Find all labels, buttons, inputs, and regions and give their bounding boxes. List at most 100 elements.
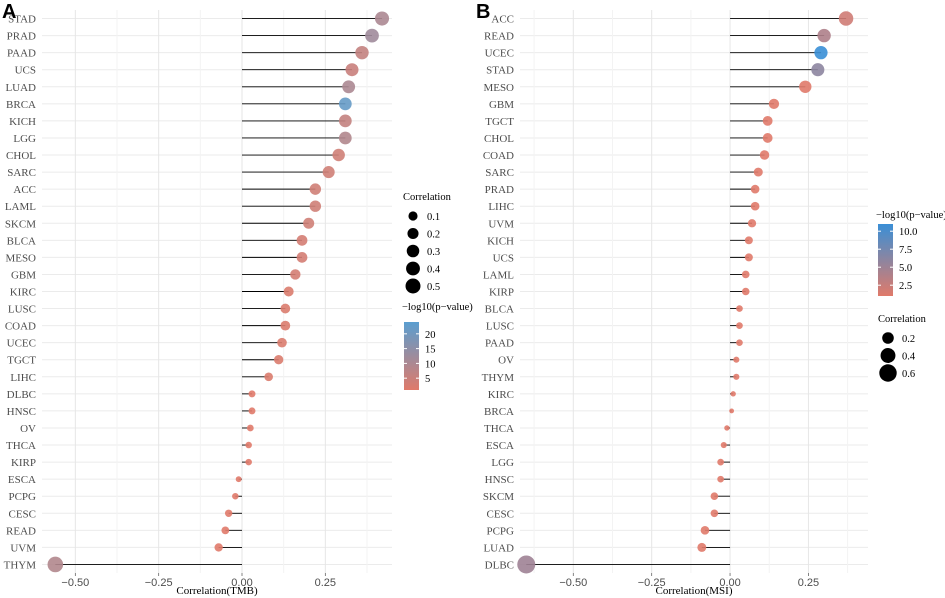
- lollipop-point-luad[interactable]: [697, 542, 707, 552]
- lollipop-point-thca[interactable]: [724, 425, 730, 431]
- lollipop-point-thym[interactable]: [47, 556, 64, 573]
- lollipop-point-gbm[interactable]: [768, 98, 780, 109]
- lollipop-point-meso[interactable]: [296, 252, 308, 263]
- color-legend-title: −log10(p−value): [876, 210, 945, 221]
- y-tick-label: ESCA: [486, 440, 514, 452]
- y-tick-label: BRCA: [484, 406, 514, 418]
- lollipop-point-kirc[interactable]: [730, 391, 736, 397]
- lollipop-point-cesc[interactable]: [710, 509, 719, 518]
- size-legend-key: [879, 364, 897, 382]
- lollipop-point-read[interactable]: [221, 526, 230, 535]
- y-tick-label: BLCA: [7, 235, 36, 247]
- y-tick-label: KIRP: [489, 287, 514, 299]
- lollipop-point-skcm[interactable]: [710, 492, 719, 501]
- lollipop-point-dlbc[interactable]: [517, 555, 536, 574]
- lollipop-point-lusc[interactable]: [280, 303, 291, 314]
- lollipop-point-brca[interactable]: [338, 97, 352, 111]
- lollipop-point-prad[interactable]: [365, 28, 379, 43]
- lollipop-point-sarc[interactable]: [753, 167, 763, 177]
- lollipop-point-skcm[interactable]: [303, 217, 315, 229]
- lollipop-point-stad[interactable]: [374, 11, 390, 26]
- lollipop-point-stad[interactable]: [811, 63, 825, 77]
- lollipop-point-laml[interactable]: [741, 270, 750, 279]
- y-tick-label: LUAD: [483, 542, 514, 554]
- size-legend-key: [882, 332, 894, 344]
- lollipop-point-kirp[interactable]: [741, 287, 750, 296]
- size-legend-key: [405, 278, 421, 294]
- y-tick-label: LIHC: [488, 201, 514, 213]
- lollipop-point-dlbc[interactable]: [248, 390, 256, 398]
- lollipop-point-sarc[interactable]: [322, 166, 335, 179]
- lollipop-point-gbm[interactable]: [290, 269, 301, 280]
- lollipop-point-ov[interactable]: [246, 424, 254, 432]
- lollipop-point-pcpg[interactable]: [700, 526, 710, 535]
- lollipop-point-brca[interactable]: [729, 408, 735, 414]
- y-tick-label: DLBC: [7, 389, 36, 401]
- lollipop-point-blca[interactable]: [296, 234, 308, 246]
- y-tick-label: GBM: [489, 99, 514, 111]
- lollipop-point-meso[interactable]: [799, 80, 812, 93]
- lollipop-point-esca[interactable]: [235, 476, 242, 483]
- x-tick-label: −0.25: [638, 577, 666, 589]
- lollipop-point-ucs[interactable]: [744, 253, 753, 262]
- lollipop-point-read[interactable]: [817, 28, 831, 43]
- lollipop-point-ov[interactable]: [733, 356, 740, 363]
- lollipop-point-hnsc[interactable]: [717, 475, 724, 483]
- lollipop-point-blca[interactable]: [736, 305, 743, 312]
- lollipop-point-acc[interactable]: [309, 183, 322, 195]
- y-tick-label: UVM: [10, 542, 36, 554]
- y-tick-label: UCS: [493, 252, 514, 264]
- y-tick-label: KICH: [487, 235, 514, 247]
- lollipop-point-pcpg[interactable]: [232, 492, 239, 500]
- lollipop-point-paad[interactable]: [355, 45, 369, 60]
- lollipop-point-chol[interactable]: [332, 148, 345, 162]
- y-tick-label: HNSC: [485, 474, 514, 486]
- y-tick-label: SKCM: [5, 218, 36, 230]
- lollipop-point-tgct[interactable]: [762, 116, 773, 126]
- lollipop-point-lusc[interactable]: [736, 322, 743, 329]
- lollipop-point-thca[interactable]: [245, 441, 252, 449]
- y-tick-label: UCS: [15, 65, 36, 77]
- lollipop-point-thym[interactable]: [733, 373, 740, 380]
- x-tick-label: 0.25: [315, 577, 336, 589]
- y-tick-label: CHOL: [484, 133, 514, 145]
- x-tick-label: 0.00: [231, 577, 252, 589]
- lollipop-point-kirp[interactable]: [245, 458, 252, 466]
- lollipop-point-ucec[interactable]: [277, 337, 287, 348]
- lollipop-point-coad[interactable]: [759, 150, 770, 160]
- y-tick-label: COAD: [5, 321, 36, 333]
- lollipop-point-acc[interactable]: [838, 11, 854, 26]
- lollipop-point-lgg[interactable]: [717, 458, 724, 466]
- y-tick-label: CHOL: [6, 150, 36, 162]
- lollipop-point-hnsc[interactable]: [248, 407, 256, 415]
- lollipop-point-coad[interactable]: [280, 320, 291, 331]
- lollipop-point-lgg[interactable]: [338, 131, 352, 145]
- size-legend: Correlation 0.2 0.4 0.6: [878, 314, 927, 382]
- y-tick-label: LUSC: [486, 321, 514, 333]
- lollipop-point-paad[interactable]: [736, 339, 743, 347]
- lollipop-point-kich[interactable]: [744, 236, 753, 245]
- lollipop-point-lihc[interactable]: [750, 201, 760, 211]
- lollipop-point-tgct[interactable]: [273, 355, 284, 365]
- y-tick-label: CESC: [8, 508, 36, 520]
- y-tick-label: LGG: [13, 133, 36, 145]
- lollipop-point-prad[interactable]: [750, 184, 760, 194]
- lollipop-point-uvm[interactable]: [747, 219, 757, 228]
- x-tick-label: 0.00: [719, 577, 740, 589]
- lollipop-point-ucec[interactable]: [814, 46, 828, 60]
- lollipop-point-ucs[interactable]: [345, 63, 359, 77]
- lollipop-point-chol[interactable]: [762, 133, 773, 143]
- y-tick-label: LUSC: [8, 304, 36, 316]
- lollipop-point-uvm[interactable]: [214, 543, 223, 552]
- lollipop-point-kirc[interactable]: [283, 286, 294, 297]
- lollipop-point-laml[interactable]: [309, 200, 322, 212]
- y-tick-label: READ: [484, 31, 514, 43]
- lollipop-point-cesc[interactable]: [224, 509, 233, 517]
- lollipop-point-luad[interactable]: [342, 80, 356, 94]
- size-legend-key: [406, 244, 420, 258]
- lollipop-point-kich[interactable]: [338, 114, 352, 128]
- color-legend-label: 10: [425, 359, 436, 370]
- color-legend: −log10(p−value) 2.5 5.0 7.5 10.0: [876, 210, 945, 296]
- lollipop-point-esca[interactable]: [720, 441, 727, 449]
- lollipop-point-lihc[interactable]: [264, 372, 273, 382]
